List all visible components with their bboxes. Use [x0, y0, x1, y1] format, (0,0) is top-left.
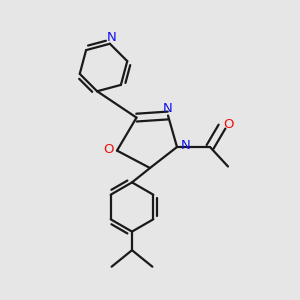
Text: O: O: [103, 142, 114, 156]
Text: N: N: [163, 101, 173, 115]
Text: N: N: [106, 31, 116, 44]
Text: N: N: [181, 139, 190, 152]
Text: O: O: [223, 118, 234, 131]
